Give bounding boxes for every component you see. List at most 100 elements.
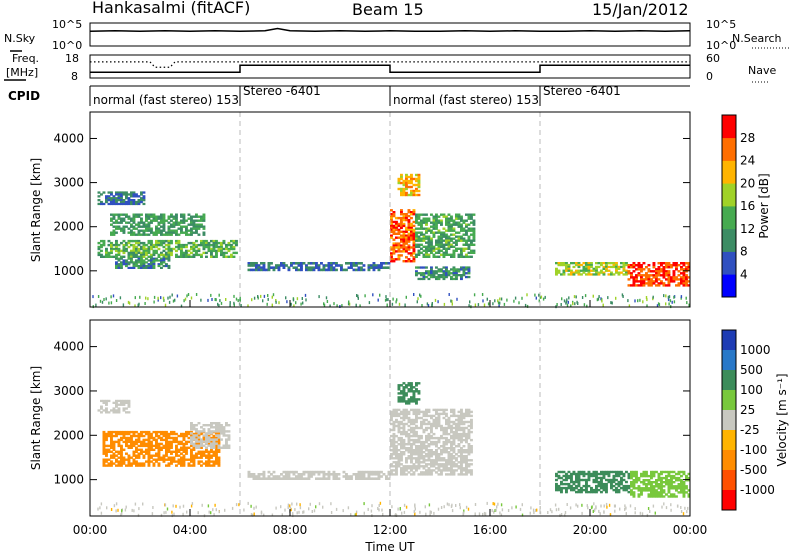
heatmap-cell <box>435 455 438 458</box>
heatmap-cell <box>115 464 118 467</box>
heatmap-cell <box>197 450 201 453</box>
heatmap-cell <box>107 434 111 438</box>
heatmap-cell <box>130 233 133 236</box>
heatmap-cell <box>225 243 228 247</box>
heatmap-cell <box>292 512 294 516</box>
heatmap-cell <box>486 501 488 505</box>
heatmap-cell <box>450 414 453 418</box>
heatmap-cell <box>402 451 406 454</box>
heatmap-cell <box>420 434 423 438</box>
heatmap-cell <box>432 247 436 250</box>
heatmap-cell <box>622 262 626 265</box>
heatmap-cell <box>185 249 188 253</box>
heatmap-cell <box>390 248 393 251</box>
heatmap-cell <box>407 455 411 458</box>
heatmap-cell <box>262 264 266 267</box>
heatmap-cell <box>205 464 208 467</box>
heatmap-cell <box>350 477 353 480</box>
heatmap-cell <box>675 489 678 492</box>
heatmap-cell <box>435 247 438 250</box>
heatmap-cell <box>442 467 446 470</box>
heatmap-cell <box>660 282 663 285</box>
heatmap-cell <box>440 453 443 456</box>
heatmap-cell <box>425 213 428 216</box>
heatmap-cell <box>120 264 123 268</box>
heatmap-cell <box>192 432 196 436</box>
heatmap-cell <box>462 449 466 452</box>
heatmap-cell <box>220 424 223 427</box>
heatmap-cell <box>417 461 421 464</box>
heatmap-cell <box>635 280 638 283</box>
heatmap-cell <box>422 430 426 434</box>
heatmap-cell <box>97 253 101 257</box>
heatmap-cell <box>120 401 123 404</box>
heatmap-cell <box>397 422 401 426</box>
heatmap-cell <box>230 247 233 251</box>
heatmap-cell <box>152 251 156 255</box>
heatmap-cell <box>205 462 208 465</box>
heatmap-cell <box>147 233 151 236</box>
heatmap-cell <box>360 470 363 474</box>
heatmap-cell <box>647 479 651 482</box>
heatmap-cell <box>405 234 408 237</box>
heatmap-cell <box>212 508 214 512</box>
heatmap-cell <box>445 414 448 418</box>
heatmap-cell <box>634 511 636 515</box>
heatmap-cell <box>157 259 161 262</box>
heatmap-cell <box>195 430 198 433</box>
heatmap-cell <box>390 465 393 468</box>
heatmap-cell <box>205 454 208 457</box>
heatmap-cell <box>663 294 665 298</box>
heatmap-cell <box>125 241 128 245</box>
heatmap-cell <box>147 464 151 467</box>
heatmap-cell <box>680 485 683 488</box>
heatmap-cell <box>212 460 216 463</box>
heatmap-cell <box>675 485 678 488</box>
heatmap-cell <box>255 264 258 267</box>
heatmap-cell <box>397 398 401 401</box>
heatmap-cell <box>437 277 441 281</box>
heatmap-cell <box>632 491 636 494</box>
heatmap-cell <box>191 502 194 506</box>
heatmap-cell <box>125 436 128 440</box>
heatmap-cell <box>412 400 416 403</box>
heatmap-cell <box>180 251 183 255</box>
heatmap-cell <box>630 483 633 486</box>
heatmap-cell <box>302 473 306 476</box>
heatmap-cell <box>492 302 494 306</box>
heatmap-cell <box>465 243 468 246</box>
heatmap-cell <box>160 241 163 245</box>
heatmap-cell <box>192 436 196 439</box>
heatmap-cell <box>152 438 156 442</box>
heatmap-cell <box>445 473 448 476</box>
heatmap-cell <box>205 456 208 459</box>
heatmap-cell <box>567 267 571 270</box>
heatmap-cell <box>175 233 178 236</box>
heatmap-cell <box>371 504 373 508</box>
heatmap-cell <box>682 278 686 281</box>
heatmap-cell <box>407 236 411 239</box>
heatmap-cell <box>360 477 363 480</box>
heatmap-cell <box>200 454 203 457</box>
heatmap-cell <box>452 465 456 468</box>
heatmap-cell <box>672 262 676 265</box>
heatmap-cell <box>452 241 456 244</box>
heatmap-cell <box>450 219 453 222</box>
heatmap-cell <box>120 193 123 196</box>
heatmap-cell <box>220 251 223 255</box>
heatmap-cell <box>215 446 218 449</box>
heatmap-cell <box>447 426 451 430</box>
heatmap-cell <box>615 267 618 270</box>
heatmap-cell <box>145 247 148 251</box>
heatmap-cell <box>125 452 128 455</box>
heatmap-cell <box>130 446 133 449</box>
heatmap-cell <box>330 264 333 267</box>
heatmap-cell <box>402 189 406 193</box>
heatmap-cell <box>182 442 186 446</box>
heatmap-cell <box>443 505 445 509</box>
heatmap-cell <box>170 430 173 434</box>
heatmap-cell <box>327 266 331 269</box>
heatmap-cell <box>682 276 686 279</box>
heatmap-cell <box>137 432 141 436</box>
